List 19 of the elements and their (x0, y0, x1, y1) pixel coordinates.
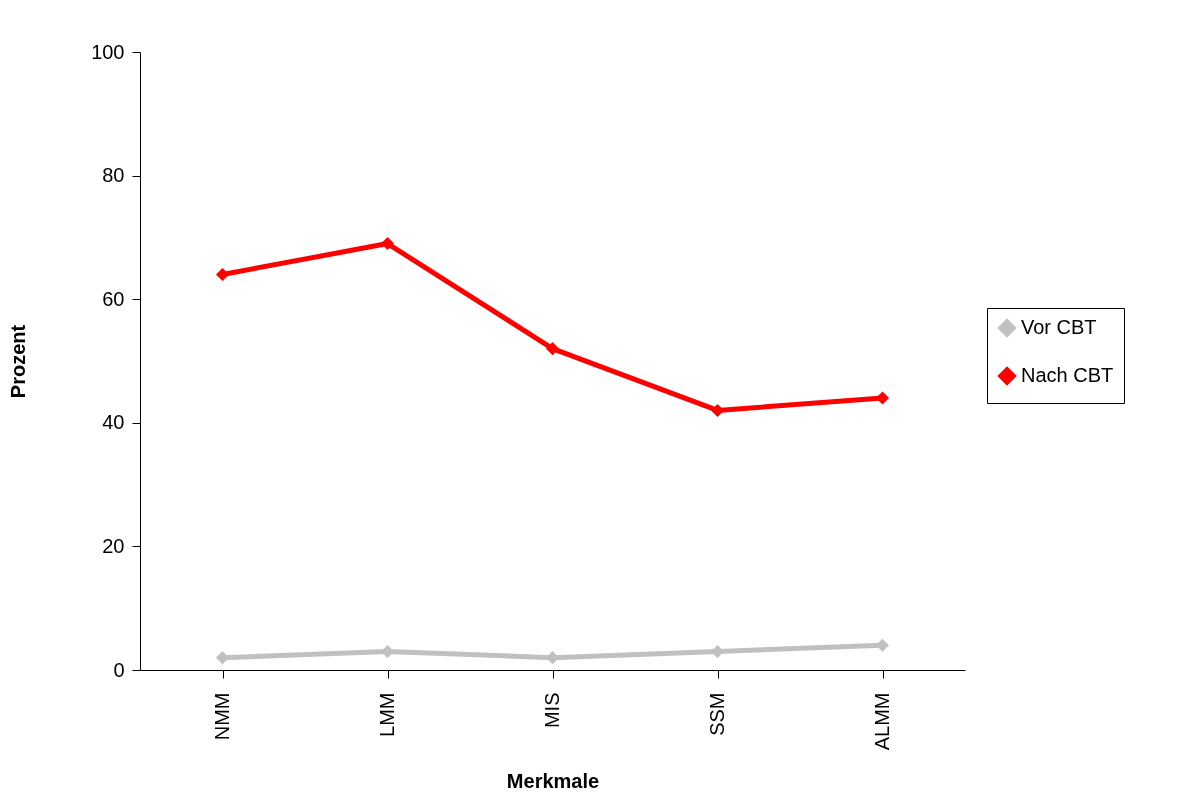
x-tick-label: SSM (706, 692, 728, 736)
point (545, 342, 560, 356)
point (380, 237, 395, 251)
x-tick-label: ALMM (871, 692, 893, 751)
legend-label: Vor CBT (1021, 316, 1097, 338)
x-tick-label: NMM (211, 692, 233, 741)
y-axis-title: Prozent (7, 324, 30, 399)
legend-label: Nach CBT (1021, 364, 1114, 386)
point (215, 267, 230, 281)
y-tick-label: 20 (102, 534, 125, 557)
x-axis-title: Merkmale (506, 770, 600, 793)
point (710, 403, 725, 417)
y-tick-label: 100 (91, 40, 125, 63)
y-tick-label: 60 (102, 287, 125, 310)
y-tick-label: 40 (102, 411, 125, 434)
y-tick-label: 80 (102, 164, 125, 187)
y-tick-label: 0 (113, 658, 125, 681)
x-tick-label: MIS (541, 692, 563, 729)
x-tick-label: LMM (376, 692, 398, 737)
